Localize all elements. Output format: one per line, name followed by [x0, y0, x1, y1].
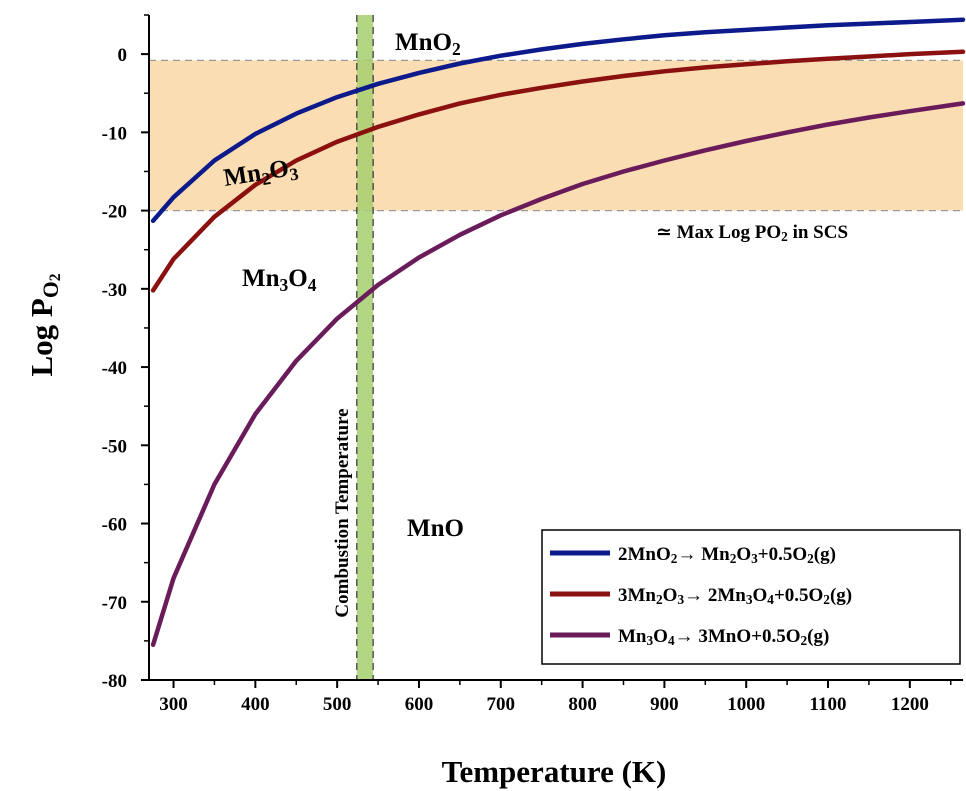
- y-tick-label-0: 0: [118, 45, 128, 66]
- x-tick-label-1200: 1200: [891, 694, 929, 715]
- y-axis-title: Log PO2: [24, 273, 64, 376]
- legend: 2MnO2→ Mn2O3+0.5O2(g) 3Mn2O3→ 2Mn3O4+0.5O…: [541, 529, 961, 665]
- x-tick-label-600: 600: [405, 694, 434, 715]
- max-po2-band: [149, 60, 963, 211]
- y-tick-label--60: -60: [102, 515, 127, 536]
- y-tick-label--70: -70: [102, 593, 127, 614]
- label-mn3o4: Mn3O4: [242, 265, 317, 295]
- series-layer: [150, 17, 966, 648]
- y-tick-label--30: -30: [102, 280, 127, 301]
- x-tick-label-900: 900: [650, 694, 679, 715]
- legend-box: [541, 529, 961, 665]
- label-combustion-temperature: Combustion Temperature: [332, 408, 353, 617]
- y-tick-label--50: -50: [102, 436, 127, 457]
- series-line-2: [150, 49, 966, 293]
- legend-entry-2: 3Mn2O3→ 2Mn3O4+0.5O2(g): [618, 585, 852, 607]
- label-mno2: MnO2: [395, 29, 461, 59]
- x-tick-label-1000: 1000: [727, 694, 765, 715]
- x-tick-label-800: 800: [568, 694, 597, 715]
- x-tick-label-400: 400: [241, 694, 270, 715]
- y-tick-label--80: -80: [102, 671, 127, 692]
- legend-entry-1: 2MnO2→ Mn2O3+0.5O2(g): [618, 544, 836, 566]
- label-mn2o3: Mn2O3: [222, 154, 300, 195]
- x-axis-title: Temperature (K): [442, 754, 667, 789]
- annotations-layer: MnO2 Mn2O3 Mn3O4 MnO ≃ Max Log PO2 in SCS Com…: [222, 29, 848, 618]
- combustion-band: [356, 15, 374, 680]
- label-max-log-po2: ≃ Max Log PO2 in SCS: [656, 222, 848, 244]
- series-line-3: [150, 101, 966, 648]
- y-tick-label--40: -40: [102, 358, 127, 379]
- label-mno: MnO: [407, 515, 464, 542]
- x-tick-label-700: 700: [487, 694, 516, 715]
- y-tick-label--10: -10: [102, 123, 127, 144]
- axes-layer: 300 400 500 600 700 800 900 1000 1100 1200 0 -10 -20…: [24, 14, 963, 789]
- y-tick-label--20: -20: [102, 202, 127, 223]
- legend-entry-3: Mn3O4→ 3MnO+0.5O2(g): [618, 626, 829, 648]
- x-tick-label-1100: 1100: [810, 694, 847, 715]
- x-tick-label-300: 300: [159, 694, 188, 715]
- x-tick-label-500: 500: [323, 694, 352, 715]
- series-line-1: [150, 17, 966, 224]
